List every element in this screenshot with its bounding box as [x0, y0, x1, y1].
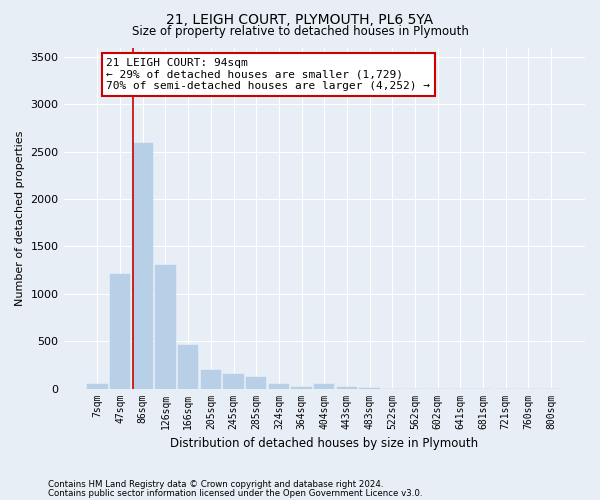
- Text: Size of property relative to detached houses in Plymouth: Size of property relative to detached ho…: [131, 25, 469, 38]
- Y-axis label: Number of detached properties: Number of detached properties: [15, 130, 25, 306]
- Bar: [246, 377, 266, 388]
- Text: Contains HM Land Registry data © Crown copyright and database right 2024.: Contains HM Land Registry data © Crown c…: [48, 480, 383, 489]
- Bar: [314, 384, 334, 388]
- Text: 21, LEIGH COURT, PLYMOUTH, PL6 5YA: 21, LEIGH COURT, PLYMOUTH, PL6 5YA: [166, 12, 434, 26]
- Text: 21 LEIGH COURT: 94sqm
← 29% of detached houses are smaller (1,729)
70% of semi-d: 21 LEIGH COURT: 94sqm ← 29% of detached …: [106, 58, 430, 91]
- Bar: [155, 266, 176, 388]
- Bar: [178, 344, 199, 389]
- Bar: [337, 386, 357, 388]
- Bar: [200, 370, 221, 388]
- Bar: [87, 384, 107, 388]
- X-axis label: Distribution of detached houses by size in Plymouth: Distribution of detached houses by size …: [170, 437, 478, 450]
- Bar: [292, 386, 312, 388]
- Bar: [269, 384, 289, 388]
- Bar: [223, 374, 244, 388]
- Bar: [133, 143, 153, 388]
- Bar: [110, 274, 130, 388]
- Text: Contains public sector information licensed under the Open Government Licence v3: Contains public sector information licen…: [48, 488, 422, 498]
